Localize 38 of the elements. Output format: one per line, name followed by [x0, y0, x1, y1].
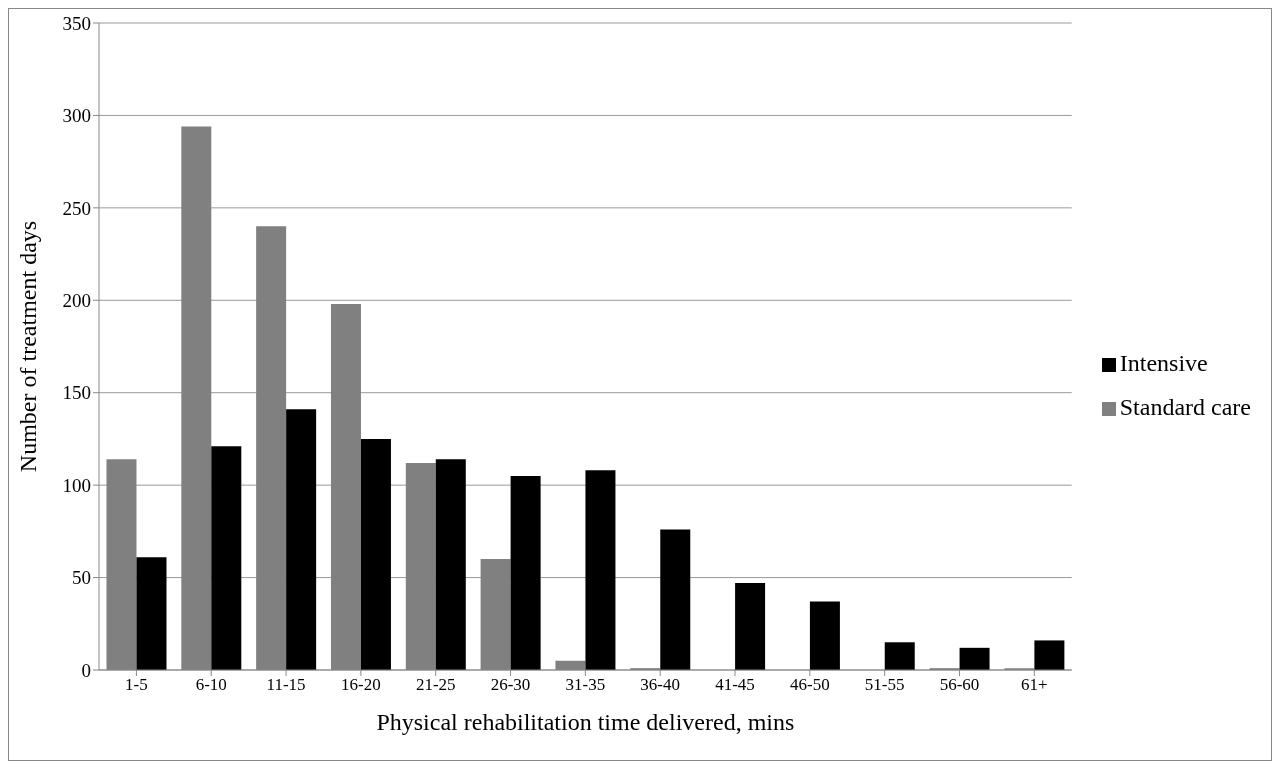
x-tick-label: 1-5	[125, 675, 148, 695]
x-tick-label: 11-15	[266, 675, 306, 695]
y-tick-label: 100	[62, 474, 91, 496]
x-tick-label: 21-25	[415, 675, 456, 695]
bar	[510, 475, 541, 670]
y-tick-label: 150	[62, 382, 91, 404]
bar	[360, 438, 391, 670]
legend-label: Intensive	[1119, 349, 1208, 376]
x-tick-label: 41-45	[715, 675, 755, 695]
y-tick-label: 350	[62, 12, 91, 34]
bar	[884, 642, 915, 670]
x-tick-label: 51-55	[864, 675, 905, 695]
y-tick-label: 300	[62, 105, 91, 127]
bar	[1034, 640, 1065, 670]
y-axis-title: Number of treatment days	[14, 220, 41, 473]
bar	[435, 459, 466, 670]
y-tick-label: 0	[81, 659, 91, 681]
x-tick-label: 31-35	[565, 675, 606, 695]
bar	[660, 529, 691, 670]
x-axis-title: Physical rehabilitation time delivered, mins	[376, 709, 795, 735]
bar	[959, 647, 990, 670]
x-tick-label: 61+	[1021, 675, 1048, 695]
bar	[286, 409, 317, 670]
x-tick-label: 56-60	[939, 675, 980, 695]
bar	[136, 557, 167, 670]
bar	[809, 601, 840, 670]
y-tick-label: 200	[62, 290, 91, 312]
bar	[735, 583, 766, 670]
x-tick-label: 36-40	[640, 675, 681, 695]
x-tick-label: 46-50	[790, 675, 830, 695]
y-tick-label: 250	[62, 197, 91, 219]
x-tick-label: 16-20	[341, 675, 381, 695]
legend-label: Standard care	[1119, 393, 1251, 420]
y-tick-label: 50	[72, 567, 91, 589]
bar	[585, 470, 616, 670]
bar	[211, 446, 242, 670]
x-tick-label: 26-30	[490, 675, 531, 695]
x-tick-label: 6-10	[195, 675, 227, 695]
